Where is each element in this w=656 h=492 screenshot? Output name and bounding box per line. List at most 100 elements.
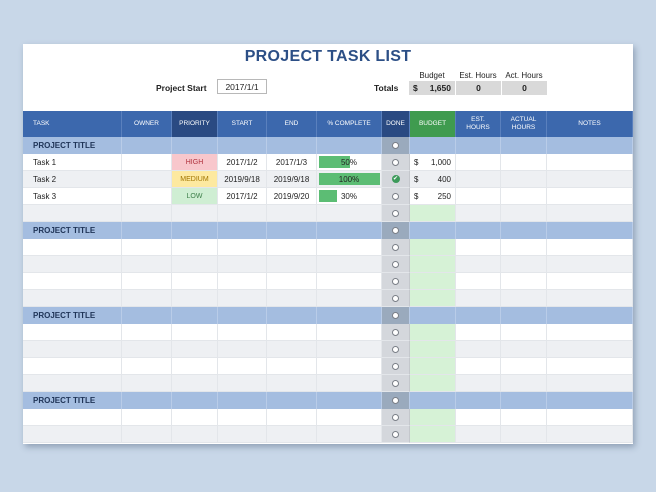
cell-est[interactable]: [456, 239, 501, 256]
cell-notes[interactable]: [547, 358, 633, 375]
cell-budget[interactable]: $400: [410, 171, 456, 188]
done-checkbox[interactable]: [392, 413, 399, 421]
cell-start[interactable]: [218, 426, 267, 443]
cell-owner[interactable]: [122, 426, 172, 443]
cell-notes[interactable]: [547, 375, 633, 392]
section-cell-est[interactable]: [456, 307, 501, 324]
cell-task[interactable]: [23, 409, 122, 426]
cell-act[interactable]: [501, 239, 547, 256]
cell-start[interactable]: [218, 375, 267, 392]
cell-notes[interactable]: [547, 290, 633, 307]
cell-owner[interactable]: [122, 375, 172, 392]
section-cell-budget[interactable]: [410, 137, 456, 154]
cell-budget[interactable]: $1,000: [410, 154, 456, 171]
section-cell-done[interactable]: [382, 137, 410, 154]
cell-start[interactable]: [218, 324, 267, 341]
cell-act[interactable]: [501, 205, 547, 222]
section-cell-end[interactable]: [267, 137, 317, 154]
section-cell-act[interactable]: [501, 307, 547, 324]
section-cell-end[interactable]: [267, 307, 317, 324]
cell-act[interactable]: [501, 188, 547, 205]
done-checkbox[interactable]: [392, 227, 399, 234]
done-checkbox[interactable]: [392, 158, 399, 166]
cell-start[interactable]: 2017/1/2: [218, 188, 267, 205]
section-cell-complete[interactable]: [317, 392, 382, 409]
section-title[interactable]: PROJECT TITLE: [23, 392, 122, 409]
section-cell-owner[interactable]: [122, 137, 172, 154]
cell-task[interactable]: [23, 239, 122, 256]
cell-act[interactable]: [501, 256, 547, 273]
cell-act[interactable]: [501, 154, 547, 171]
cell-task[interactable]: Task 2: [23, 171, 122, 188]
cell-end[interactable]: [267, 290, 317, 307]
cell-est[interactable]: [456, 205, 501, 222]
cell-est[interactable]: [456, 426, 501, 443]
cell-priority[interactable]: [172, 324, 218, 341]
cell-start[interactable]: [218, 205, 267, 222]
cell-budget[interactable]: [410, 273, 456, 290]
cell-done[interactable]: [382, 188, 410, 205]
cell-owner[interactable]: [122, 154, 172, 171]
cell-est[interactable]: [456, 324, 501, 341]
section-cell-budget[interactable]: [410, 222, 456, 239]
col-header-notes[interactable]: NOTES: [547, 111, 633, 137]
cell-owner[interactable]: [122, 290, 172, 307]
section-cell-start[interactable]: [218, 137, 267, 154]
cell-budget[interactable]: [410, 375, 456, 392]
cell-done[interactable]: [382, 409, 410, 426]
cell-task[interactable]: [23, 256, 122, 273]
cell-end[interactable]: [267, 409, 317, 426]
cell-done[interactable]: [382, 154, 410, 171]
cell-done[interactable]: [382, 358, 410, 375]
cell-est[interactable]: [456, 409, 501, 426]
cell-owner[interactable]: [122, 171, 172, 188]
section-cell-act[interactable]: [501, 222, 547, 239]
section-title[interactable]: PROJECT TITLE: [23, 307, 122, 324]
cell-act[interactable]: [501, 426, 547, 443]
done-checkbox[interactable]: [392, 260, 399, 268]
cell-start[interactable]: [218, 273, 267, 290]
section-cell-end[interactable]: [267, 392, 317, 409]
col-header-task[interactable]: TASK: [23, 111, 122, 137]
cell-priority[interactable]: [172, 205, 218, 222]
cell-done[interactable]: [382, 290, 410, 307]
section-cell-start[interactable]: [218, 222, 267, 239]
done-checkbox[interactable]: [392, 430, 399, 438]
cell-notes[interactable]: [547, 171, 633, 188]
cell-notes[interactable]: [547, 409, 633, 426]
col-header-complete[interactable]: % COMPLETE: [317, 111, 382, 137]
section-cell-priority[interactable]: [172, 392, 218, 409]
cell-notes[interactable]: [547, 256, 633, 273]
cell-priority[interactable]: [172, 426, 218, 443]
cell-est[interactable]: [456, 358, 501, 375]
cell-start[interactable]: [218, 239, 267, 256]
done-checkbox[interactable]: [392, 294, 399, 302]
done-checkbox[interactable]: [392, 142, 399, 149]
done-checkbox[interactable]: [392, 328, 399, 336]
done-checkbox[interactable]: [392, 345, 399, 353]
cell-act[interactable]: [501, 375, 547, 392]
section-cell-start[interactable]: [218, 307, 267, 324]
cell-priority[interactable]: [172, 375, 218, 392]
cell-task[interactable]: [23, 341, 122, 358]
section-cell-act[interactable]: [501, 137, 547, 154]
cell-end[interactable]: [267, 341, 317, 358]
cell-done[interactable]: ✔: [382, 171, 410, 188]
cell-act[interactable]: [501, 324, 547, 341]
cell-priority[interactable]: [172, 256, 218, 273]
section-cell-act[interactable]: [501, 392, 547, 409]
col-header-priority[interactable]: PRIORITY: [172, 111, 218, 137]
cell-budget[interactable]: [410, 358, 456, 375]
cell-task[interactable]: [23, 273, 122, 290]
cell-notes[interactable]: [547, 426, 633, 443]
cell-notes[interactable]: [547, 205, 633, 222]
done-checkbox[interactable]: [392, 243, 399, 251]
done-checkbox[interactable]: [392, 379, 399, 387]
cell-start[interactable]: 2017/1/2: [218, 154, 267, 171]
cell-budget[interactable]: [410, 256, 456, 273]
cell-start[interactable]: [218, 256, 267, 273]
cell-act[interactable]: [501, 171, 547, 188]
cell-priority[interactable]: [172, 409, 218, 426]
section-cell-complete[interactable]: [317, 307, 382, 324]
cell-task[interactable]: Task 1: [23, 154, 122, 171]
